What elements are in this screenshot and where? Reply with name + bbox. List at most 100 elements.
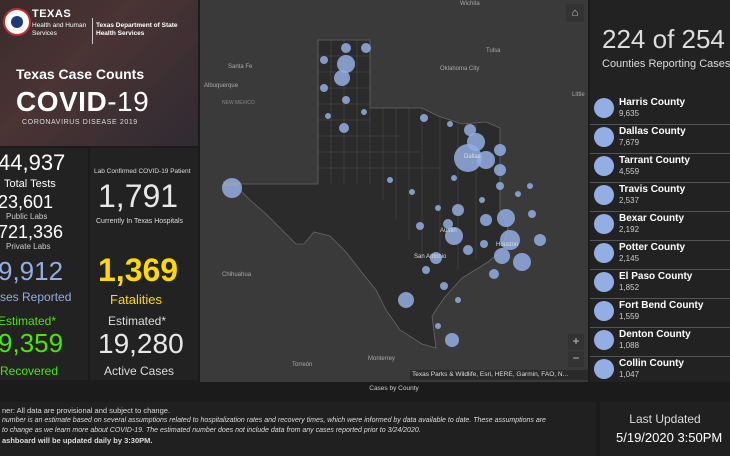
- county-case-bubble[interactable]: [398, 292, 414, 308]
- county-case-bubble[interactable]: [430, 252, 442, 264]
- texas-county-map[interactable]: Wichita Tulsa Santa Fe Albuquerque Oklah…: [200, 0, 588, 382]
- place-torreon: Torreón: [292, 362, 312, 368]
- county-case-bubble[interactable]: [496, 182, 504, 190]
- fatalities-value: 1,369: [98, 252, 179, 288]
- county-case-count: 1,559: [619, 312, 640, 321]
- county-row-divider: [590, 182, 730, 183]
- county-case-bubble[interactable]: [528, 210, 536, 218]
- county-case-bubble[interactable]: [325, 113, 331, 119]
- county-case-bubble[interactable]: [222, 178, 242, 198]
- case-counts-title: Texas Case Counts: [16, 66, 145, 82]
- county-case-bubble[interactable]: [320, 56, 328, 64]
- county-case-bubble[interactable]: [422, 266, 430, 274]
- county-row[interactable]: Travis County 2,537: [590, 183, 730, 212]
- counties-reporting-subtitle: Counties Reporting Cases: [602, 58, 730, 70]
- county-case-bubble[interactable]: [440, 282, 448, 290]
- counties-reporting-count: 224 of 254: [602, 24, 725, 54]
- place-tulsa: Tulsa: [486, 48, 501, 54]
- county-case-bubble[interactable]: [361, 43, 371, 53]
- county-name: Denton County: [619, 329, 691, 340]
- county-case-count: 9,635: [619, 109, 640, 118]
- county-case-bubble[interactable]: [435, 205, 441, 211]
- county-name: Tarrant County: [619, 155, 690, 166]
- county-case-bubble[interactable]: [337, 55, 355, 73]
- county-bubble-icon: [594, 272, 614, 292]
- county-case-bubble[interactable]: [494, 144, 506, 156]
- county-case-bubble[interactable]: [341, 43, 351, 53]
- county-case-bubble[interactable]: [342, 96, 350, 104]
- county-case-count: 1,047: [619, 370, 640, 379]
- county-case-bubble[interactable]: [409, 189, 415, 195]
- county-case-bubble[interactable]: [494, 164, 506, 176]
- county-case-count: 4,559: [619, 167, 640, 176]
- county-case-bubble[interactable]: [479, 197, 485, 203]
- county-case-bubble[interactable]: [334, 70, 350, 86]
- county-row-divider: [590, 211, 730, 212]
- county-case-count: 2,537: [619, 196, 640, 205]
- county-case-bubble[interactable]: [480, 214, 492, 226]
- county-case-bubble[interactable]: [497, 209, 515, 227]
- dashboard-header: TEXAS Health and Human Services Texas De…: [0, 0, 198, 146]
- county-case-bubble[interactable]: [452, 204, 464, 216]
- county-case-bubble[interactable]: [443, 219, 453, 229]
- county-row[interactable]: Denton County 1,088: [590, 328, 730, 357]
- zoom-out-button[interactable]: −: [568, 351, 584, 367]
- county-case-bubble[interactable]: [361, 109, 367, 115]
- county-case-count: 2,192: [619, 225, 640, 234]
- place-oklahoma-city: Oklahoma City: [440, 66, 479, 72]
- county-name: Potter County: [619, 242, 686, 253]
- total-tests-label: Total Tests: [4, 178, 56, 190]
- place-chihuahua: Chihuahua: [222, 272, 252, 278]
- testing-stats-panel: 44,937 Total Tests 23,601 Public Labs 72…: [0, 148, 88, 380]
- county-row[interactable]: Harris County 9,635: [590, 96, 730, 125]
- county-row[interactable]: Fort Bend County 1,559: [590, 299, 730, 328]
- county-case-bubble[interactable]: [445, 333, 459, 347]
- county-case-bubble[interactable]: [515, 191, 521, 197]
- county-case-bubble[interactable]: [463, 245, 473, 255]
- county-case-bubble[interactable]: [455, 297, 461, 303]
- place-albuquerque: Albuquerque: [204, 83, 239, 89]
- fatalities-label: Fatalities: [110, 292, 163, 307]
- county-row[interactable]: Potter County 2,145: [590, 241, 730, 270]
- county-case-bubble[interactable]: [454, 144, 482, 172]
- county-row[interactable]: El Paso County 1,852: [590, 270, 730, 299]
- county-case-bubble[interactable]: [494, 248, 510, 264]
- place-dallas: Dallas: [464, 154, 481, 160]
- county-name: Dallas County: [619, 126, 686, 137]
- county-case-bubble[interactable]: [534, 234, 546, 246]
- cases-map[interactable]: Wichita Tulsa Santa Fe Albuquerque Oklah…: [200, 0, 588, 382]
- county-case-bubble[interactable]: [480, 240, 488, 248]
- county-case-bubble[interactable]: [477, 151, 495, 169]
- county-row[interactable]: Bexar County 2,192: [590, 212, 730, 241]
- hospital-label: Currently In Texas Hospitals: [96, 218, 184, 225]
- disclaimer-line: to change as we learn more about COVID-1…: [2, 427, 421, 434]
- county-row-divider: [590, 327, 730, 328]
- county-row-divider: [590, 124, 730, 125]
- place-monterrey: Monterrey: [368, 356, 395, 362]
- county-case-bubble[interactable]: [387, 177, 393, 183]
- county-case-bubble[interactable]: [416, 222, 424, 230]
- county-case-bubble[interactable]: [489, 269, 499, 279]
- county-case-bubble[interactable]: [339, 123, 349, 133]
- county-case-bubble[interactable]: [445, 227, 463, 245]
- county-row[interactable]: Tarrant County 4,559: [590, 154, 730, 183]
- recovered-value: 9,359: [0, 328, 64, 358]
- county-case-bubble[interactable]: [420, 114, 428, 122]
- public-labs-label: Public Labs: [6, 212, 48, 221]
- cases-reported-label: ses Reported: [0, 290, 72, 304]
- county-row[interactable]: Dallas County 7,679: [590, 125, 730, 154]
- home-icon[interactable]: ⌂: [566, 4, 584, 22]
- county-case-bubble[interactable]: [500, 230, 520, 250]
- county-row[interactable]: Collin County 1,047: [590, 357, 730, 382]
- county-case-bubble[interactable]: [451, 175, 457, 181]
- county-case-bubble[interactable]: [513, 253, 531, 271]
- county-case-bubble[interactable]: [320, 84, 328, 92]
- covid-title: COVID-19: [16, 86, 149, 118]
- county-case-bubble[interactable]: [527, 183, 533, 189]
- county-name: Fort Bend County: [619, 300, 704, 311]
- county-case-bubble[interactable]: [464, 124, 476, 136]
- county-bubble-icon: [594, 214, 614, 234]
- zoom-in-button[interactable]: +: [568, 334, 584, 350]
- county-case-bubble[interactable]: [447, 121, 453, 127]
- county-case-bubble[interactable]: [435, 323, 441, 329]
